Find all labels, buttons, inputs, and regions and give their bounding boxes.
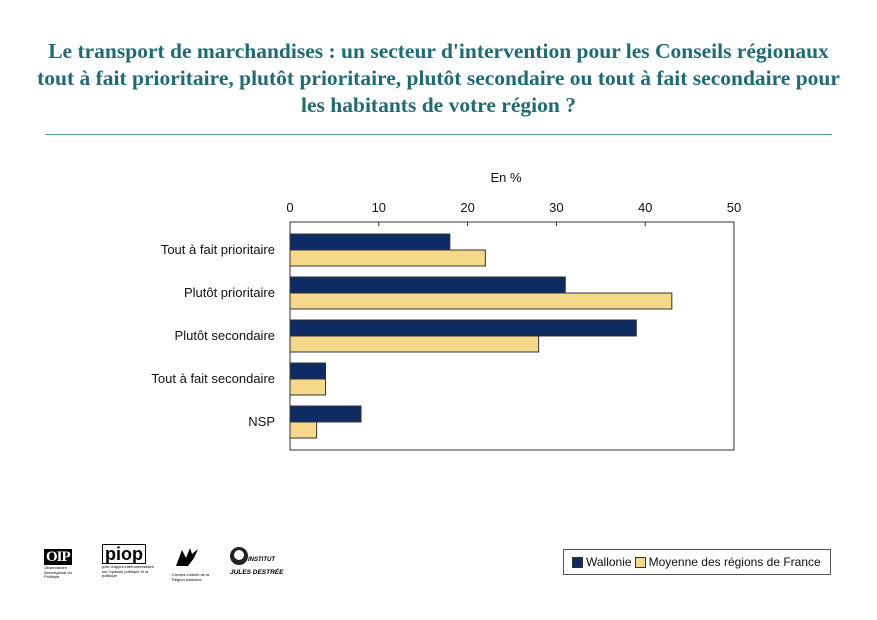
bar-wallonie: [289, 362, 327, 380]
legend-label-france: Moyenne des régions de France: [648, 555, 821, 569]
x-tick-label: 20: [460, 200, 474, 215]
piop-logo: piop pôle d'appui interuniversitaire sur…: [102, 544, 158, 579]
bar-france: [289, 378, 327, 396]
legend-swatch-wallonie: [572, 556, 583, 568]
wallonie-caption: Conseil culturel de la Région wallonne: [172, 572, 210, 582]
category-label: Tout à fait secondaire: [151, 371, 275, 386]
title-divider: [45, 134, 832, 135]
bar-wallonie: [289, 319, 637, 337]
legend-swatch-france: [634, 556, 646, 568]
legend: Wallonie Moyenne des régions de France: [563, 549, 831, 575]
oip-logo: OIP Observatoire Interrégional du Politi…: [44, 548, 86, 580]
bar-wallonie: [289, 276, 566, 294]
chart-title: Le transport de marchandises : un secteu…: [37, 39, 840, 117]
rooster-icon: [176, 548, 198, 566]
legend-item-wallonie: Wallonie: [572, 555, 632, 569]
category-labels: Tout à fait prioritaire Plutôt prioritair…: [151, 242, 275, 429]
wallonie-logo: Conseil culturel de la Région wallonne: [172, 546, 212, 582]
bar-france: [289, 249, 486, 267]
category-label: Plutôt prioritaire: [184, 285, 275, 300]
x-tick-label: 10: [372, 200, 386, 215]
category-label: Tout à fait prioritaire: [161, 242, 275, 257]
bar-france: [289, 421, 318, 439]
institut-line2: JULES DESTRÉE: [230, 569, 284, 576]
bar-wallonie: [289, 405, 362, 423]
piop-caption: pôle d'appui interuniversitaire sur l'op…: [102, 564, 154, 578]
category-label: NSP: [248, 414, 275, 429]
x-tick-label: 0: [286, 200, 293, 215]
x-tick-label: 50: [727, 200, 741, 215]
piop-mark: piop: [102, 544, 146, 564]
x-tick-label: 30: [549, 200, 563, 215]
unit-label: En %: [490, 170, 522, 185]
bars: [289, 233, 673, 439]
portrait-icon: [230, 547, 248, 565]
bar-france: [289, 292, 673, 310]
bar-wallonie: [289, 233, 451, 251]
legend-label-wallonie: Wallonie: [586, 555, 632, 569]
institut-line1: INSTITUT: [248, 557, 275, 563]
institut-destree-logo: INSTITUT JULES DESTRÉE: [228, 545, 288, 576]
legend-item-france: Moyenne des régions de France: [634, 555, 821, 569]
x-tick-label: 40: [638, 200, 652, 215]
oip-caption: Observatoire Interrégional du Politique: [44, 565, 72, 579]
x-axis-ticks: 0 10 20 30 40 50: [286, 200, 741, 226]
oip-mark: OIP: [44, 549, 72, 565]
category-label: Plutôt secondaire: [175, 328, 275, 343]
logo-strip: OIP Observatoire Interrégional du Politi…: [40, 540, 290, 585]
bar-france: [289, 335, 540, 353]
